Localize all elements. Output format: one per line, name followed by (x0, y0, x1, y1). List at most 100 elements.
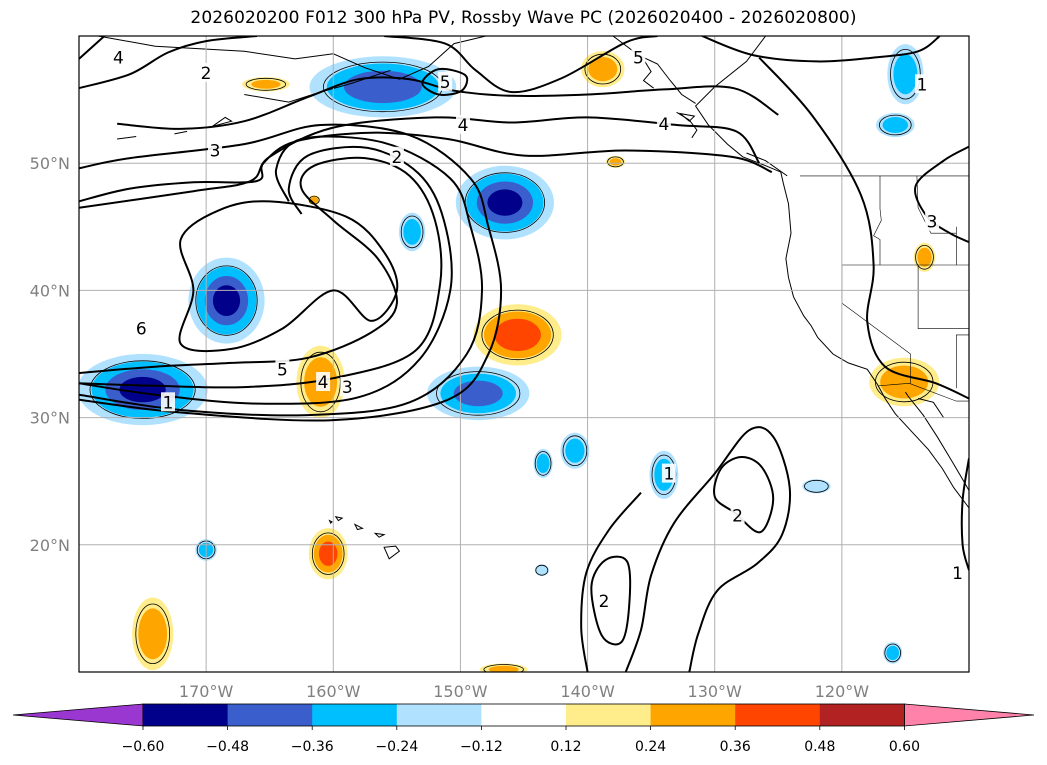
pv-contour (178, 200, 399, 353)
colorbar-tick-label: 0.60 (889, 739, 920, 755)
anomaly-outline (878, 114, 912, 136)
contour-label: 5 (277, 360, 288, 380)
island (678, 112, 696, 122)
anomaly-blob (138, 608, 168, 660)
anomaly-shading (79, 44, 940, 672)
contour-label-bg (915, 74, 929, 94)
contour-label: 3 (342, 378, 353, 398)
contour-label: 4 (113, 49, 124, 69)
anomaly-outline (562, 435, 588, 467)
pv-contour (79, 116, 761, 209)
pv-contour (701, 36, 941, 63)
anomaly-blob (885, 119, 905, 131)
contour-label-bg (199, 62, 214, 82)
contour-label: 4 (318, 373, 329, 393)
contour-label: 1 (663, 465, 674, 485)
anomaly-blob (806, 481, 827, 492)
island (353, 523, 364, 531)
contour-label: 5 (633, 49, 644, 69)
political-border (916, 175, 957, 234)
lon-tick-label: 140°W (560, 682, 615, 701)
pv-contour (713, 455, 775, 534)
lon-tick-label: 120°W (815, 682, 870, 701)
pv-contour (914, 145, 969, 244)
pv-contour (79, 36, 106, 60)
island (383, 545, 401, 560)
anomaly-blob (880, 365, 929, 399)
colorbar-segment (481, 704, 567, 726)
colorbar-tick-labels: −0.60 −0.48 −0.36 −0.24 −0.12 0.12 0.24 0.36 0.4… (122, 726, 920, 755)
island (373, 532, 386, 538)
colorbar-tick-label: −0.60 (122, 739, 165, 755)
anomaly-outline (535, 564, 549, 576)
pv-contour (421, 67, 469, 96)
island (117, 136, 137, 140)
contour-label: 2 (391, 148, 402, 168)
anomaly-outline (481, 309, 554, 361)
colorbar-segment (566, 704, 652, 726)
pv-contour (117, 76, 779, 130)
lat-tick-label: 30°N (30, 409, 70, 428)
contour-label: 6 (136, 320, 147, 340)
anomaly-blob (488, 665, 519, 672)
contour-label-bg (208, 140, 222, 160)
longitude-labels: 170°W 160°W 150°W 140°W 130°W 120°W (179, 682, 869, 701)
anomaly-blob (214, 286, 239, 315)
chart-title: 2026020200 F012 300 hPa PV, Rossby Wave … (190, 8, 857, 28)
pv-contour (960, 458, 969, 571)
anomaly-outline (436, 371, 521, 416)
colorbar-segment (143, 704, 229, 726)
anomaly-outline (890, 48, 921, 100)
pv-contour (79, 123, 503, 422)
contour-label-bg (456, 115, 470, 134)
island (328, 519, 333, 525)
colorbar (12, 703, 1035, 727)
contour-label-bg (925, 211, 940, 231)
pv-contour (79, 36, 258, 90)
contour-label: 3 (927, 213, 938, 233)
contour-label-bg (111, 47, 126, 67)
lon-tick-label: 150°W (433, 682, 488, 701)
colorbar-tick-label: −0.12 (460, 739, 503, 755)
contour-label: 1 (163, 393, 174, 413)
colorbar-tick-label: −0.48 (206, 739, 249, 755)
anomaly-blob (405, 222, 419, 242)
colorbar-tick-label: 0.12 (550, 739, 581, 755)
colorbar-extend-high (904, 703, 1035, 727)
contour-label: 3 (210, 142, 221, 162)
political-border (956, 334, 969, 389)
anomaly-blob (494, 318, 541, 352)
contour-label-bg (340, 377, 355, 397)
colorbar-segment (650, 704, 736, 726)
pv-contour (758, 56, 969, 400)
colorbar-tick-label: −0.36 (291, 739, 334, 755)
pv-contour (624, 426, 792, 672)
contour-label-bg (438, 71, 453, 91)
gridlines (79, 36, 969, 672)
pv-contour (590, 555, 632, 646)
anomaly-blob (588, 57, 618, 82)
anomaly-outline (483, 664, 524, 672)
lon-tick-label: 160°W (306, 682, 361, 701)
coastline (642, 61, 655, 89)
contour-label-bg (161, 392, 175, 412)
anomaly-blob (538, 456, 548, 471)
colorbar-extend-low (12, 703, 144, 727)
coastline (746, 152, 788, 177)
anomaly-blob (535, 565, 548, 576)
colorbar-tick-label: 0.48 (804, 739, 835, 755)
lat-tick-label: 50°N (30, 154, 70, 173)
colorbar-tick-label: −0.24 (375, 739, 418, 755)
contour-label: 2 (599, 592, 610, 612)
colorbar-tick-label: 0.36 (720, 739, 751, 755)
colorbar-segment (312, 704, 398, 726)
pv-contour (79, 131, 773, 203)
island (334, 516, 344, 522)
lat-tick-label: 40°N (30, 281, 70, 300)
island (212, 116, 233, 127)
anomaly-blob (896, 59, 915, 90)
anomaly-blob (609, 158, 622, 166)
pv-contour (580, 491, 642, 672)
anomaly-outline (311, 532, 345, 575)
